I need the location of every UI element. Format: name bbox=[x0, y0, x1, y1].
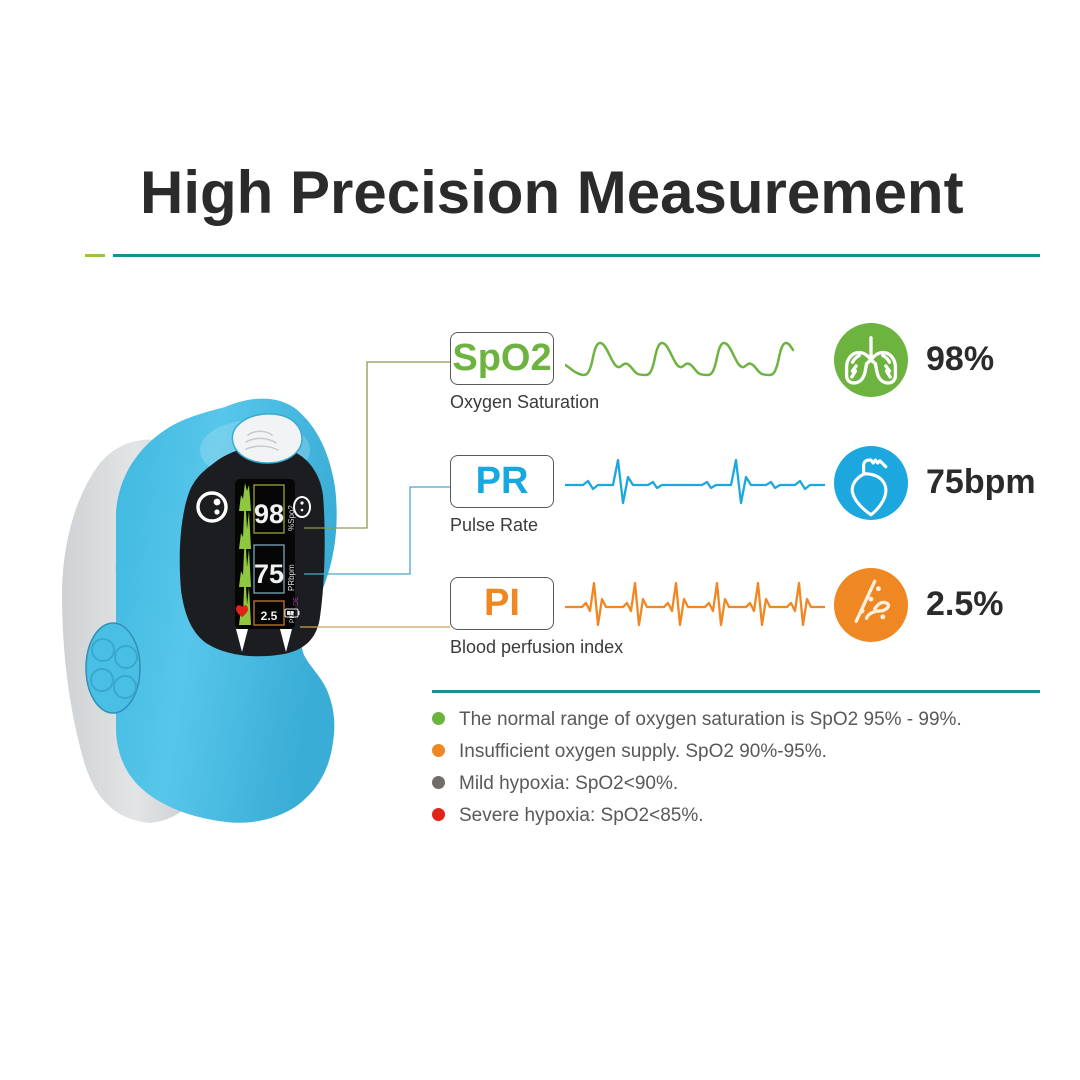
svg-text:75: 75 bbox=[254, 559, 284, 589]
svg-text:2.5: 2.5 bbox=[261, 609, 278, 623]
svg-text:%Spo2: %Spo2 bbox=[287, 505, 296, 531]
svg-text:98: 98 bbox=[254, 499, 284, 529]
svg-text:PRbpm: PRbpm bbox=[287, 564, 296, 591]
svg-text:3C: 3C bbox=[291, 597, 298, 606]
